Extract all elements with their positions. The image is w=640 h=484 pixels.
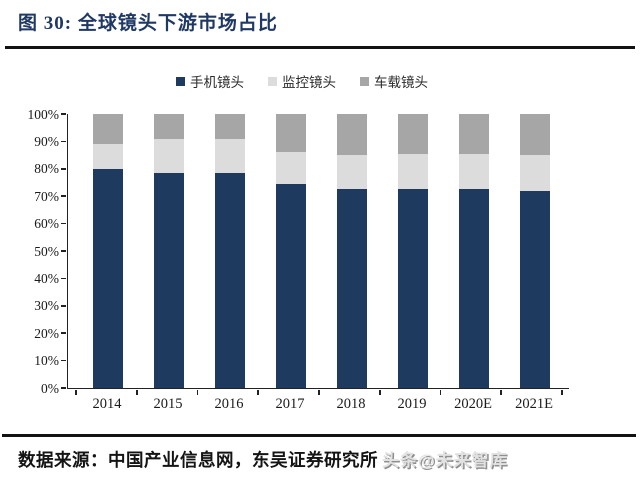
x-axis-tick xyxy=(75,389,77,395)
title-divider xyxy=(5,46,635,49)
y-axis-label: 20% xyxy=(34,325,59,341)
x-axis-label: 2015 xyxy=(153,396,183,412)
y-axis-tick xyxy=(61,140,66,143)
chart-legend: 手机镜头 监控镜头 车载镜头 xyxy=(0,71,622,91)
footer: 数据来源：中国产业信息网，东吴证券研究所 头条@未来智库 xyxy=(18,446,636,472)
x-axis-tick xyxy=(561,389,563,395)
bar-segment-监控镜头 xyxy=(154,138,184,173)
watermark-text: 头条@未来智库 xyxy=(382,451,508,470)
y-axis-label: 30% xyxy=(34,298,59,314)
footer-divider xyxy=(2,434,636,437)
legend-label: 车载镜头 xyxy=(374,75,428,90)
bar-segment-监控镜头 xyxy=(459,153,489,190)
bar-segment-车载镜头 xyxy=(93,114,123,145)
legend-swatch-车载镜头 xyxy=(360,76,369,86)
legend-label: 监控镜头 xyxy=(282,75,336,90)
legend-item: 车载镜头 xyxy=(360,71,428,91)
stacked-bar-2021E xyxy=(520,114,550,388)
legend-item: 手机镜头 xyxy=(176,71,244,91)
legend-swatch-手机镜头 xyxy=(176,76,185,86)
bar-segment-车载镜头 xyxy=(215,114,245,139)
y-axis-tick xyxy=(61,387,66,389)
bar-segment-手机镜头 xyxy=(215,172,245,388)
y-axis-label: 100% xyxy=(27,106,60,122)
bar-segment-监控镜头 xyxy=(337,155,367,190)
y-axis-tick xyxy=(61,168,66,170)
x-axis-tick xyxy=(196,389,199,395)
x-axis-label: 2016 xyxy=(214,396,244,412)
bar-segment-车载镜头 xyxy=(337,114,367,156)
bar-segment-车载镜头 xyxy=(398,114,428,154)
x-axis-label: 2019 xyxy=(397,396,427,412)
bar-segment-手机镜头 xyxy=(154,172,184,388)
bar-segment-手机镜头 xyxy=(93,168,123,388)
y-axis-label: 10% xyxy=(34,353,59,369)
y-axis-label: 60% xyxy=(34,216,59,232)
stacked-bar-plot-area xyxy=(67,114,569,389)
legend-item: 监控镜头 xyxy=(268,71,336,91)
stacked-bar-2020E xyxy=(459,114,489,388)
bar-segment-手机镜头 xyxy=(520,190,550,388)
x-axis-label: 2017 xyxy=(275,396,305,412)
x-axis-tick xyxy=(257,389,260,395)
bar-segment-监控镜头 xyxy=(276,152,306,184)
x-axis-tick xyxy=(318,389,320,395)
figure-title: 图 30: 全球镜头下游市场占比 xyxy=(18,13,278,34)
bar-segment-车载镜头 xyxy=(154,114,184,139)
stacked-bar-2018 xyxy=(337,114,367,388)
bar-segment-手机镜头 xyxy=(276,183,306,388)
x-axis-tick xyxy=(439,389,442,395)
x-axis-tick xyxy=(378,389,381,395)
bar-segment-监控镜头 xyxy=(398,153,428,190)
stacked-bar-2014 xyxy=(93,114,123,388)
y-axis-tick xyxy=(61,195,66,197)
bar-segment-手机镜头 xyxy=(398,189,428,388)
y-axis-tick xyxy=(61,305,66,307)
bar-segment-手机镜头 xyxy=(337,189,367,388)
y-axis-tick xyxy=(61,277,66,280)
y-axis-tick xyxy=(61,332,66,334)
x-axis-label: 2018 xyxy=(336,396,366,412)
x-axis-tick xyxy=(500,389,503,395)
bar-segment-监控镜头 xyxy=(520,155,550,191)
x-axis-tick xyxy=(135,389,138,395)
y-axis-tick xyxy=(61,250,66,252)
stacked-bar-2019 xyxy=(398,114,428,388)
stacked-bar-2017 xyxy=(276,114,306,388)
y-axis-label: 70% xyxy=(34,188,59,204)
y-axis-label: 50% xyxy=(34,243,59,259)
y-axis-tick xyxy=(61,113,66,115)
bar-segment-监控镜头 xyxy=(215,138,245,173)
bar-segment-车载镜头 xyxy=(459,114,489,154)
y-axis-label: 40% xyxy=(34,270,59,286)
x-axis-label: 2014 xyxy=(92,396,122,412)
stacked-bar-2016 xyxy=(215,114,245,388)
y-axis-tick xyxy=(61,359,66,362)
y-axis-label: 80% xyxy=(34,161,59,177)
y-axis-label: 0% xyxy=(41,380,59,396)
stacked-bar-2015 xyxy=(154,114,184,388)
x-axis-label: 2020E xyxy=(454,396,492,412)
y-axis-label: 90% xyxy=(34,133,59,149)
x-axis-label: 2021E xyxy=(515,396,553,412)
legend-label: 手机镜头 xyxy=(190,75,244,90)
bar-segment-车载镜头 xyxy=(276,114,306,153)
data-source-text: 数据来源：中国产业信息网，东吴证券研究所 xyxy=(18,450,378,470)
legend-swatch-监控镜头 xyxy=(268,76,277,86)
bar-segment-车载镜头 xyxy=(520,114,550,156)
bar-segment-监控镜头 xyxy=(93,144,123,169)
bar-segment-手机镜头 xyxy=(459,189,489,388)
y-axis-tick xyxy=(61,222,66,225)
